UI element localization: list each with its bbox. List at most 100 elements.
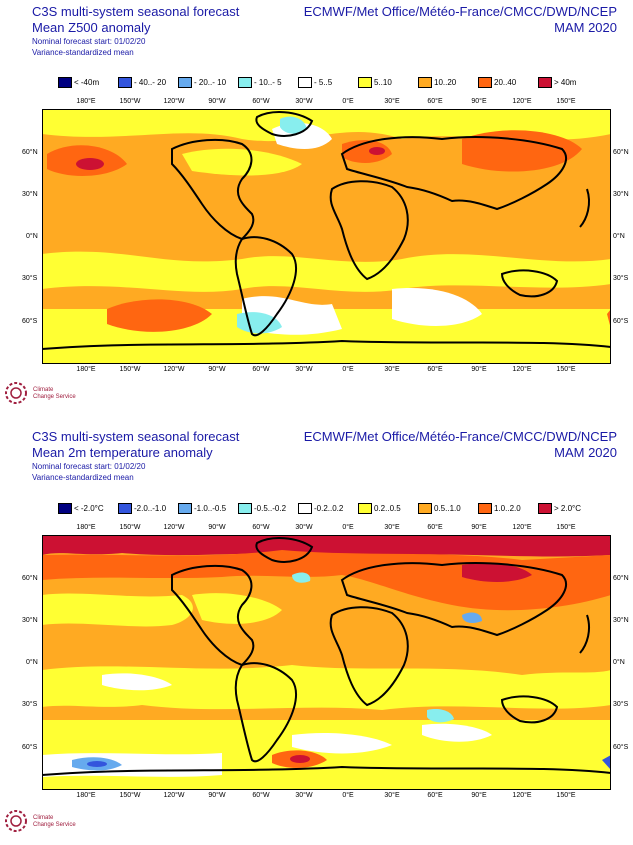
legend-label: > 40m (554, 78, 577, 87)
lon-label: 120°W (163, 792, 185, 799)
lon-label: 0°E (342, 792, 354, 799)
lon-label: 90°E (471, 98, 487, 105)
lon-label: 60°W (252, 792, 270, 799)
centres-label: ECMWF/Met Office/Météo-France/CMCC/DWD/N… (303, 4, 617, 19)
panel-t2m: C3S multi-system seasonal forecast Mean … (0, 425, 633, 845)
subtitle-line1: Nominal forecast start: 01/02/20 (32, 37, 146, 46)
season-label: MAM 2020 (554, 445, 617, 460)
legend-label: > 2.0°C (554, 504, 581, 513)
lon-label: 180°E (76, 524, 96, 531)
legend: < -40m - 40..- 20 - 20..- 10 - 10..- 5 -… (58, 77, 592, 88)
lon-label: 0°E (342, 98, 354, 105)
legend-label: 1.0..2.0 (494, 504, 521, 513)
legend-swatch (298, 77, 312, 88)
logo-line1: Climate (33, 387, 54, 393)
t2m-anomaly-map (42, 535, 611, 790)
lat-label: 30°S (613, 275, 629, 282)
lon-label: 150°W (119, 366, 141, 373)
logo-line2: Change Service (33, 394, 76, 400)
legend-label: 5..10 (374, 78, 392, 87)
legend-item: - 10..- 5 (238, 77, 292, 88)
map-frame (42, 535, 611, 790)
lat-label: 0°N (26, 659, 38, 666)
anomaly-region-darkred (42, 535, 611, 557)
legend-swatch (118, 503, 132, 514)
lat-label: 30°N (22, 191, 38, 198)
lat-label: 60°S (613, 744, 629, 751)
map-frame (42, 109, 611, 364)
legend-item: > 40m (538, 77, 592, 88)
lon-label: 60°W (252, 98, 270, 105)
anomaly-region-blue (87, 761, 107, 767)
legend-label: 20..40 (494, 78, 517, 87)
lon-label: 120°W (163, 524, 185, 531)
lat-label: 0°N (613, 659, 625, 666)
title-line2: Mean Z500 anomaly (32, 20, 151, 35)
lat-label: 60°S (613, 318, 629, 325)
lon-label: 30°W (295, 366, 313, 373)
anomaly-region-lightblue (462, 612, 482, 623)
legend-label: 10..20 (434, 78, 457, 87)
lon-label: 30°E (384, 792, 400, 799)
anomaly-region-white (102, 673, 172, 691)
lat-label: 60°N (22, 575, 38, 582)
legend-item: - 20..- 10 (178, 77, 232, 88)
coastlines (42, 111, 611, 350)
lat-label: 30°N (22, 617, 38, 624)
legend-item: 20..40 (478, 77, 532, 88)
lon-label: 120°E (512, 524, 532, 531)
legend-swatch (58, 503, 72, 514)
panel-z500: C3S multi-system seasonal forecast Mean … (0, 0, 633, 420)
panel-source-block: ECMWF/Met Office/Météo-France/CMCC/DWD/N… (304, 4, 617, 36)
anomaly-region-yellow (182, 148, 302, 176)
legend-item: -1.0..-0.5 (178, 503, 232, 514)
lat-label: 60°S (22, 318, 38, 325)
lon-label: 180°E (76, 792, 96, 799)
anomaly-region-white (392, 288, 482, 326)
anomaly-region-red (107, 299, 212, 332)
lon-label: 90°E (471, 524, 487, 531)
lon-label: 90°W (208, 524, 226, 531)
lat-label: 0°N (613, 233, 625, 240)
anomaly-region-cyan (280, 116, 307, 134)
anomaly-region-yellow (192, 593, 282, 624)
legend-swatch (238, 503, 252, 514)
lat-label: 30°S (22, 275, 38, 282)
copernicus-logo: Climate Change Service (4, 809, 84, 841)
lon-label: 150°E (556, 366, 576, 373)
lon-label: 60°E (427, 98, 443, 105)
centres-label: ECMWF/Met Office/Météo-France/CMCC/DWD/N… (303, 429, 617, 444)
z500-anomaly-map (42, 109, 611, 364)
legend-label: -0.2..0.2 (314, 504, 344, 513)
title-line1: C3S multi-system seasonal forecast (32, 429, 240, 444)
legend-item: -0.5..-0.2 (238, 503, 292, 514)
subtitle-line1: Nominal forecast start: 01/02/20 (32, 462, 146, 471)
lon-label: 60°W (252, 524, 270, 531)
lon-label: 30°E (384, 524, 400, 531)
lon-label: 150°W (119, 524, 141, 531)
legend-label: 0.5..1.0 (434, 504, 461, 513)
legend-item: < -40m (58, 77, 112, 88)
anomaly-region-darkred (369, 147, 385, 155)
legend-label: - 40..- 20 (134, 78, 167, 87)
lat-label: 30°N (613, 617, 629, 624)
season-label: MAM 2020 (554, 20, 617, 35)
legend-label: -1.0..-0.5 (194, 504, 227, 513)
title-line1: C3S multi-system seasonal forecast (32, 4, 240, 19)
lon-label: 120°E (512, 792, 532, 799)
lon-label: 30°W (295, 524, 313, 531)
legend-swatch (238, 77, 252, 88)
lat-label: 30°N (613, 191, 629, 198)
lon-label: 0°E (342, 524, 354, 531)
anomaly-region-yellow (42, 665, 611, 710)
legend-swatch (298, 503, 312, 514)
lat-label: 60°N (613, 149, 629, 156)
legend-label: - 5..5 (314, 78, 333, 87)
legend-label: < -40m (74, 78, 100, 87)
lon-label: 30°W (295, 98, 313, 105)
legend: < -2.0°C -2.0..-1.0 -1.0..-0.5 -0.5..-0.… (58, 503, 592, 514)
legend-label: 0.2..0.5 (374, 504, 401, 513)
lon-label: 0°E (342, 366, 354, 373)
legend-item: 0.5..1.0 (418, 503, 472, 514)
subtitle-line2: Variance-standardized mean (32, 48, 134, 57)
